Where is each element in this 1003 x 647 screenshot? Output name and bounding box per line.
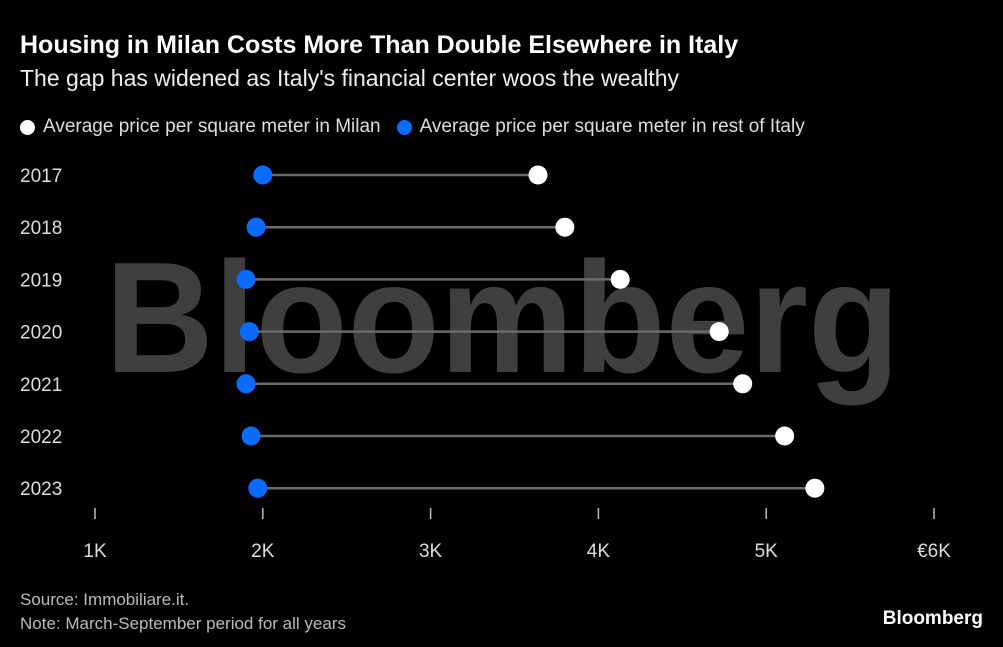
- x-tick-label: 3K: [419, 541, 443, 562]
- year-label: 2018: [20, 218, 62, 239]
- milan-point: [610, 269, 630, 289]
- milan-point: [528, 165, 548, 185]
- legend-label-milan: Average price per square meter in Milan: [43, 116, 381, 137]
- rest-of-italy-point: [246, 217, 266, 237]
- milan-point: [733, 374, 753, 394]
- year-label: 2023: [20, 479, 62, 500]
- chart-subtitle: The gap has widened as Italy's financial…: [20, 65, 679, 91]
- milan-point: [709, 322, 729, 342]
- rest-of-italy-point: [253, 165, 273, 185]
- legend: Average price per square meter in Milan …: [20, 115, 805, 139]
- milan-point: [775, 426, 795, 446]
- x-tick-label: 5K: [755, 541, 779, 562]
- year-label: 2019: [20, 270, 62, 291]
- source-note: Source: Immobiliare.it.: [20, 590, 190, 609]
- milan-point: [805, 478, 825, 498]
- chart-title: Housing in Milan Costs More Than Double …: [20, 31, 739, 59]
- rest-of-italy-point: [236, 269, 256, 289]
- watermark: Bloomberg: [105, 230, 900, 406]
- rest-of-italy-point: [248, 478, 268, 498]
- x-tick-label: €6K: [917, 541, 951, 562]
- x-tick-label: 4K: [587, 541, 611, 562]
- rest-of-italy-point: [239, 322, 259, 342]
- legend-label-rest: Average price per square meter in rest o…: [419, 116, 805, 137]
- legend-dot-milan: [20, 119, 35, 135]
- year-label: 2020: [20, 323, 62, 344]
- rest-of-italy-point: [241, 426, 261, 446]
- footnote: Note: March-September period for all yea…: [20, 614, 346, 633]
- x-tick-label: 2K: [251, 541, 275, 562]
- milan-point: [555, 217, 575, 237]
- legend-item-milan: Average price per square meter in Milan: [20, 115, 381, 139]
- year-label: 2022: [20, 427, 62, 448]
- year-label: 2021: [20, 375, 62, 396]
- rest-of-italy-point: [236, 374, 256, 394]
- legend-item-rest-of-italy: Average price per square meter in rest o…: [396, 115, 805, 139]
- year-label: 2017: [20, 166, 62, 187]
- bloomberg-logo: Bloomberg: [882, 608, 983, 629]
- legend-dot-rest: [396, 119, 412, 135]
- x-tick-label: 1K: [83, 541, 107, 562]
